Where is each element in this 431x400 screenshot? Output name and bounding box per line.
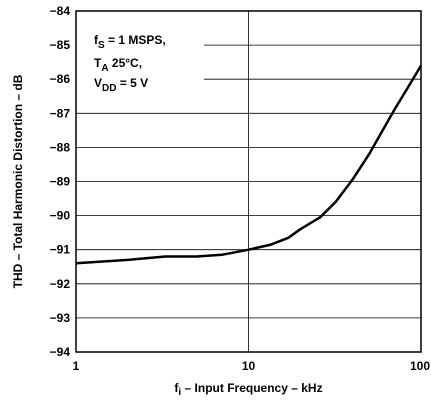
y-axis-label: THD – Total Harmonic Distortion – dB bbox=[11, 74, 25, 288]
conditions-box: fS = 1 MSPS, TA 25°C, VDD = 5 V bbox=[94, 33, 166, 94]
x-axis-label: fi – Input Frequency – kHz bbox=[174, 381, 322, 398]
condition-line: TA 25°C, bbox=[94, 56, 142, 74]
x-tick-label: 100 bbox=[410, 359, 430, 373]
series-group bbox=[75, 64, 423, 265]
y-tick-label: −90 bbox=[50, 209, 71, 223]
y-tick-label: −92 bbox=[50, 277, 71, 291]
y-tick-label: −91 bbox=[50, 243, 71, 257]
y-tick-label: −85 bbox=[50, 38, 71, 52]
gridlines bbox=[76, 11, 421, 352]
y-tick-label: −84 bbox=[50, 4, 71, 18]
y-tick-label: −88 bbox=[50, 140, 71, 154]
condition-line: fS = 1 MSPS, bbox=[94, 33, 166, 51]
y-tick-labels: −84 −85 −86 −87 −88 −89 −90 −91 −92 −93 −94 bbox=[50, 4, 71, 359]
y-tick-label: −87 bbox=[50, 106, 71, 120]
y-tick-label: −89 bbox=[50, 175, 71, 189]
x-tick-label: 1 bbox=[73, 359, 80, 373]
y-tick-label: −94 bbox=[50, 345, 71, 359]
thd-line bbox=[75, 64, 423, 265]
x-tick-labels: 1 10 100 bbox=[73, 359, 431, 373]
plot-frame bbox=[75, 10, 422, 353]
y-tick-label: −93 bbox=[50, 311, 71, 325]
condition-line: VDD = 5 V bbox=[94, 76, 148, 94]
y-tick-label: −86 bbox=[50, 72, 71, 86]
x-tick-label: 10 bbox=[242, 359, 256, 373]
